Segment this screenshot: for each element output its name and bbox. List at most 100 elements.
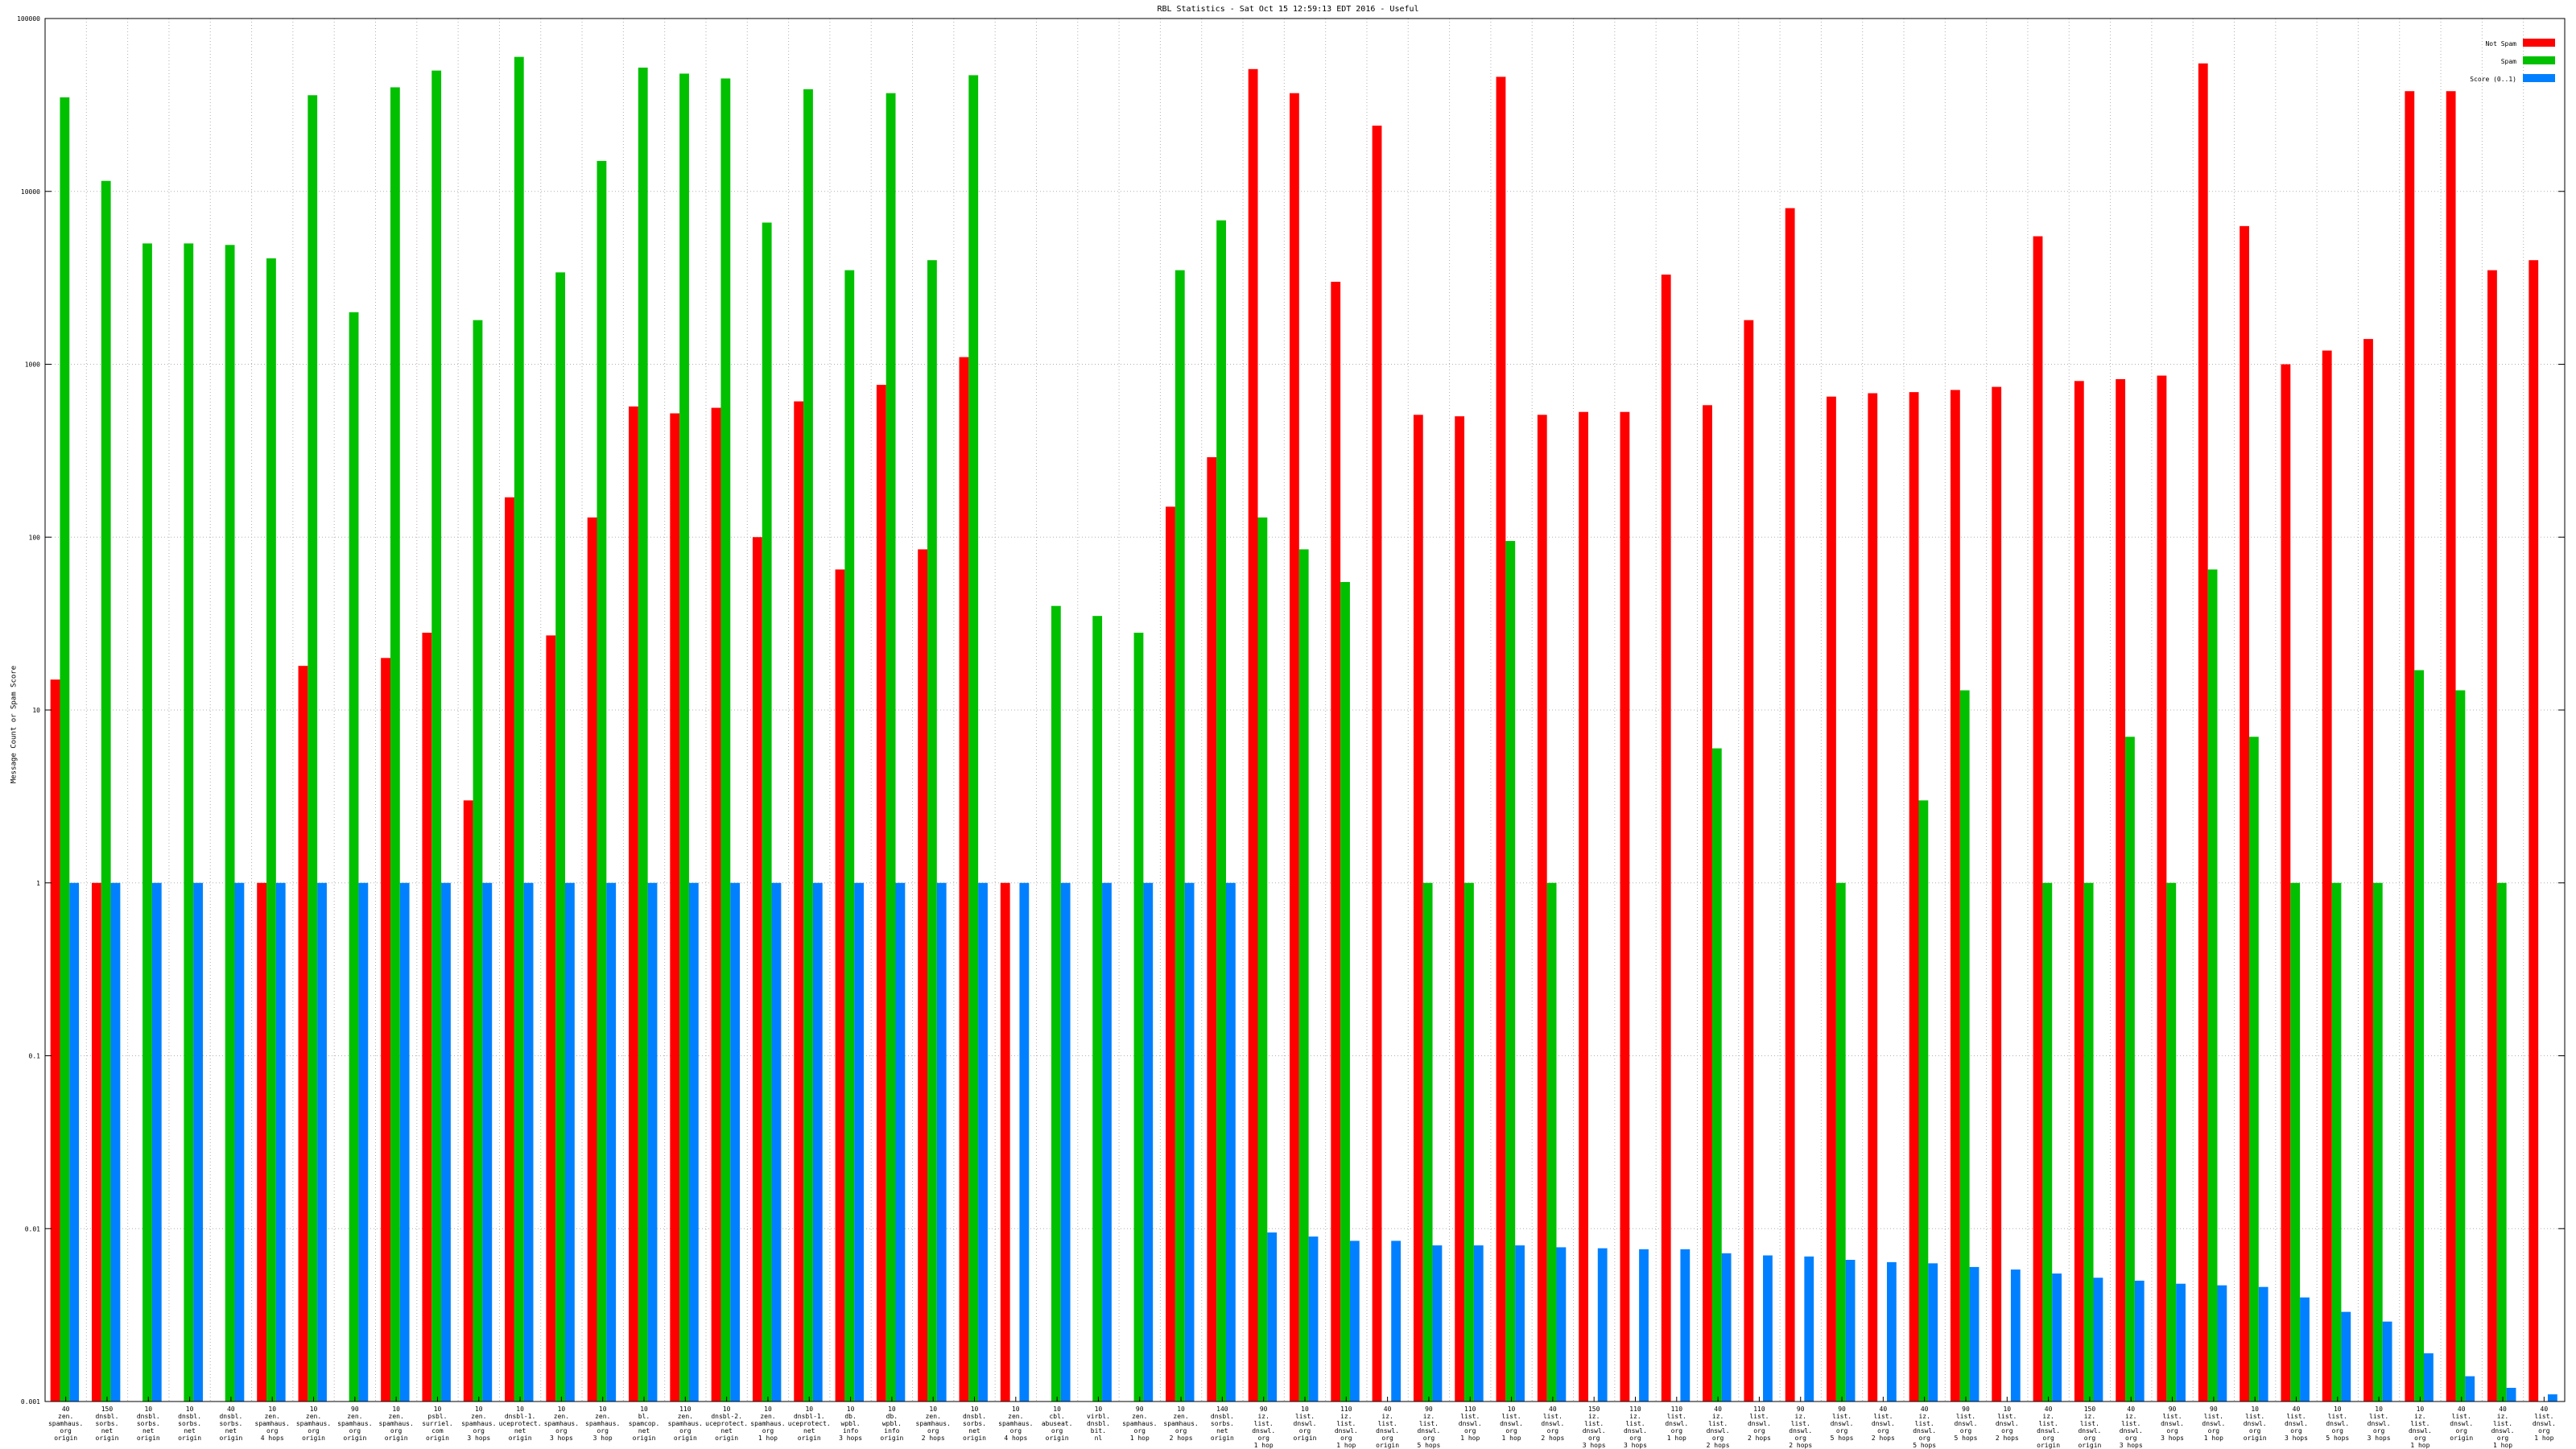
bar-score xyxy=(1143,882,1154,1402)
bar-not-spam xyxy=(629,406,638,1402)
bar-score xyxy=(1391,1241,1402,1402)
bar-score xyxy=(730,882,741,1402)
x-tick-label: 10 db. wpbl. info origin xyxy=(880,1406,903,1442)
x-tick-label: 90 iz. list. dnswl. org 1 hop xyxy=(1252,1406,1275,1449)
bar-score xyxy=(1225,882,1236,1402)
bar-score xyxy=(1349,1241,1360,1402)
legend-swatch xyxy=(2523,74,2555,82)
bar-score xyxy=(1473,1245,1484,1402)
x-tick-label: 110 iz. list. dnswl. org 3 hops xyxy=(1624,1406,1647,1449)
bar-score xyxy=(2134,1280,2145,1402)
bar-not-spam xyxy=(2405,91,2415,1402)
x-tick-label: 40 list. dnswl. org 3 hops xyxy=(2285,1406,2308,1442)
x-tick-label: 10 zen. spamhaus. org 1 hop xyxy=(750,1406,785,1442)
bar-score xyxy=(936,882,947,1402)
bar-spam xyxy=(1422,882,1433,1402)
bar-not-spam xyxy=(1950,390,1960,1402)
bars-layer xyxy=(50,56,2557,1402)
bar-score xyxy=(2052,1274,2062,1402)
bar-score xyxy=(1556,1247,1567,1402)
bar-not-spam xyxy=(670,413,680,1402)
bar-spam xyxy=(844,270,855,1402)
bar-score xyxy=(1308,1236,1319,1402)
chart-title: RBL Statistics - Sat Oct 15 12:59:13 EDT… xyxy=(1157,5,1419,14)
bar-score xyxy=(1804,1256,1814,1402)
x-tick-label: 40 iz. list. dnswl. org 1 hop xyxy=(2491,1406,2515,1449)
y-tick-label: 10 xyxy=(32,707,40,714)
bar-spam xyxy=(1546,882,1557,1402)
bar-score xyxy=(110,882,121,1402)
bar-not-spam xyxy=(1290,93,1299,1402)
bar-score xyxy=(1019,882,1030,1402)
bar-score xyxy=(2176,1283,2186,1402)
bar-not-spam xyxy=(876,385,886,1402)
x-tick-label: 10 db. wpbl. info 3 hops xyxy=(839,1406,862,1442)
x-tick-label: 10 list. dnswl. org 3 hops xyxy=(2368,1406,2391,1442)
bar-spam xyxy=(101,180,111,1402)
bar-spam xyxy=(2207,569,2218,1402)
x-tick-label: 40 list. dnswl. org origin xyxy=(2450,1406,2473,1442)
x-tick-label: 10 zen. spamhaus. org 2 hops xyxy=(916,1406,951,1442)
y-tick-label: 0.001 xyxy=(21,1398,40,1406)
x-tick-label: 10 list. dnswl. org 2 hops xyxy=(1996,1406,2019,1442)
bar-score xyxy=(1845,1260,1856,1402)
bar-not-spam xyxy=(835,569,845,1402)
bar-not-spam xyxy=(959,357,969,1402)
bar-score xyxy=(895,882,906,1402)
bar-score xyxy=(688,882,699,1402)
bar-not-spam xyxy=(50,679,60,1402)
bar-score xyxy=(1102,882,1112,1402)
bar-spam xyxy=(803,89,813,1402)
bar-spam xyxy=(390,87,400,1402)
bar-spam xyxy=(1835,882,1846,1402)
x-tick-label: 90 zen. spamhaus. org 1 hop xyxy=(1122,1406,1157,1442)
bar-score xyxy=(1060,882,1071,1402)
bar-spam xyxy=(1505,541,1516,1402)
x-tick-label: 10 list. dnswl. org origin xyxy=(1294,1406,1317,1442)
x-tick-label: 10 zen. spamhaus. org origin xyxy=(378,1406,413,1442)
x-tick-label: 10 list. dnswl. org origin xyxy=(2244,1406,2267,1442)
plot-frame xyxy=(44,18,2566,1402)
bar-score xyxy=(565,882,575,1402)
x-tick-label: 150 iz. list. dnswl. org origin xyxy=(2078,1406,2101,1449)
bar-score xyxy=(193,882,204,1402)
x-tick-label: 10 zen. spamhaus. org 4 hops xyxy=(998,1406,1033,1442)
x-tick-label: 10 psbl. surriel. com origin xyxy=(422,1406,453,1442)
bar-not-spam xyxy=(257,882,267,1402)
bar-spam xyxy=(1257,517,1268,1402)
bar-score xyxy=(1721,1253,1732,1402)
bar-not-spam xyxy=(794,401,804,1402)
x-tick-label: 40 zen. spamhaus. org origin xyxy=(48,1406,83,1442)
bar-score xyxy=(1267,1232,1278,1402)
bar-not-spam xyxy=(1579,411,1588,1402)
bar-score xyxy=(1639,1249,1649,1402)
bar-spam xyxy=(2042,882,2053,1402)
bar-spam xyxy=(2290,882,2301,1402)
bar-spam xyxy=(184,243,194,1402)
x-tick-label: 110 list. dnswl. org 1 hop xyxy=(1665,1406,1688,1442)
bar-spam xyxy=(266,258,276,1402)
bar-score xyxy=(482,882,493,1402)
legend: Not Spam Spam Score (0..1) xyxy=(2470,39,2555,83)
x-tick-label: 40 iz. list. dnswl. org 3 hops xyxy=(2120,1406,2143,1449)
bar-spam xyxy=(1216,220,1226,1402)
bar-not-spam xyxy=(505,497,514,1402)
bar-score xyxy=(1680,1249,1690,1402)
bar-not-spam xyxy=(711,407,721,1402)
x-tick-label: 90 list. dnswl. org 1 hop xyxy=(2202,1406,2225,1442)
x-tick-label: 10 zen. spamhaus. org 3 hops xyxy=(461,1406,496,1442)
bar-spam xyxy=(927,260,937,1402)
bar-spam xyxy=(2372,882,2383,1402)
bar-not-spam xyxy=(2157,375,2167,1402)
bar-spam xyxy=(2496,882,2507,1402)
bar-spam xyxy=(1959,690,1970,1402)
x-tick-label: 40 iz. list. dnswl. org 2 hops xyxy=(1707,1406,1730,1449)
bar-not-spam xyxy=(2529,260,2539,1402)
bar-not-spam xyxy=(1207,456,1217,1402)
y-tick-label: 0.1 xyxy=(29,1053,41,1060)
x-tick-label: 150 iz. list. dnswl. org 3 hops xyxy=(1583,1406,1606,1449)
bar-spam xyxy=(638,67,648,1402)
bar-spam xyxy=(968,75,979,1402)
bar-spam xyxy=(1298,549,1309,1402)
